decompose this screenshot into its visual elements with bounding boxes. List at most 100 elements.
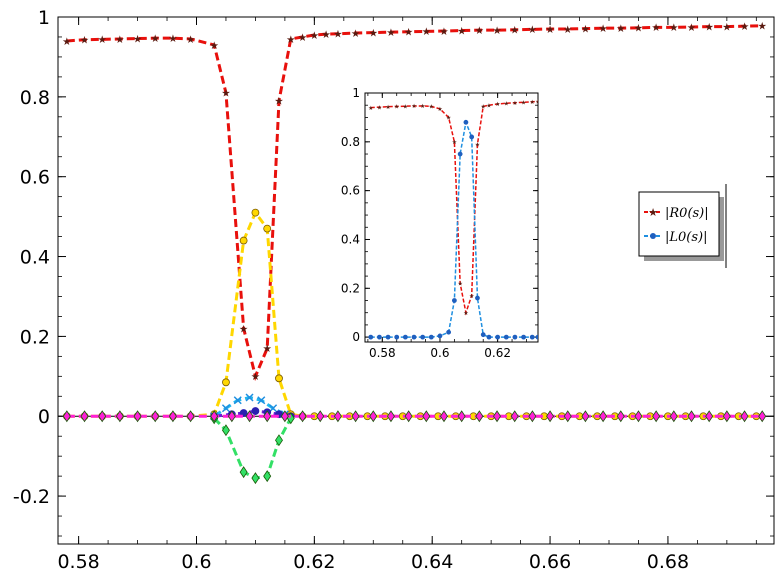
main-series-r0-point: ★ (80, 35, 89, 47)
inset-series-r0s-point: ★ (394, 104, 399, 111)
main-series-magenta-point (510, 410, 519, 423)
inset-ytick-label: 1 (352, 86, 360, 100)
inset-series-l0s-point (402, 334, 408, 340)
main-series-r0-point: ★ (274, 96, 283, 108)
main-series-r0-point: ★ (251, 371, 260, 383)
main-series-r0-point: ★ (758, 21, 767, 33)
main-series-cyan-point (233, 396, 242, 405)
main-series-r0-point: ★ (475, 25, 484, 37)
inset-series-l0s-point (437, 333, 443, 339)
inset-series-l0s-point (428, 334, 434, 340)
main-series-r0-point: ★ (457, 25, 466, 37)
inset-series-l0s-point (469, 134, 475, 140)
inset-series-l0s-point (521, 334, 526, 340)
main-series-cyan-point (245, 393, 254, 402)
main-series-r0-point: ★ (286, 34, 295, 46)
main-series-r0-point: ★ (151, 33, 160, 45)
main-series-r0-point: ★ (651, 22, 660, 34)
main-series-purple-point (251, 407, 260, 415)
inset-series-r0s-point: ★ (535, 99, 540, 106)
inset-series-l0s-point (368, 334, 374, 340)
inset-series-l0s-point (446, 329, 452, 335)
main-ytick-label: 1 (38, 7, 50, 29)
main-series-yellow-point (251, 208, 260, 217)
main-ytick-label: 0.6 (20, 167, 50, 189)
main-series-green-point (251, 472, 260, 485)
inset-series-r0s-point: ★ (475, 141, 480, 148)
main-series-magenta-point (528, 410, 537, 423)
inset-series-l0s-point (420, 334, 426, 340)
main-series-magenta-point (705, 410, 714, 423)
inset-series-l0s-point (377, 334, 382, 340)
main-series-magenta-point (440, 410, 448, 423)
main-xtick-label: 0.62 (293, 551, 335, 573)
main-series-magenta-point (351, 410, 360, 423)
main-series-magenta-point (186, 410, 195, 423)
main-xtick-label: 0.66 (529, 551, 571, 573)
inset-ytick-label: 0.2 (341, 281, 360, 295)
main-series-magenta-point (669, 410, 678, 423)
main-series-r0-point: ★ (492, 25, 501, 37)
main-series-r0-point: ★ (704, 21, 713, 33)
main-series-magenta-point (133, 410, 142, 423)
inset-series-l0s-point (475, 295, 480, 301)
main-series-r0-point: ★ (422, 26, 431, 38)
inset-series-r0s-point: ★ (495, 101, 500, 108)
main-series-magenta-point (298, 410, 307, 423)
main-series-magenta-point (740, 410, 749, 423)
main-series-magenta-point (404, 410, 413, 423)
main-series-magenta-point (599, 410, 608, 423)
main-series-r0-point: ★ (62, 36, 71, 48)
main-series-r0-point: ★ (369, 27, 378, 39)
main-series-r0-point: ★ (598, 23, 607, 35)
inset-series-r0s-point: ★ (385, 104, 390, 111)
main-series-magenta-point (62, 410, 71, 423)
inset-series-r0s-point: ★ (481, 104, 486, 111)
inset-xtick-label: 0.6 (430, 346, 449, 360)
inset-series-l0s-point (486, 334, 492, 340)
main-series-yellow-point (275, 374, 283, 383)
inset-series-r0s-point: ★ (411, 103, 416, 110)
inset-ytick-label: 0 (352, 330, 360, 344)
main-series-magenta-point (333, 410, 342, 423)
inset-series-group: ★ ★ ★ ★ ★ ★ ★ ★ ★★★★★★★★ ★ ★ ★ ★ ★ ★ ★ (368, 99, 540, 340)
inset-series-l0s-point (394, 334, 400, 340)
inset-series-l0s-point (503, 334, 509, 340)
main-ytick-label: 0.8 (20, 87, 50, 109)
main-series-magenta-point (581, 410, 590, 423)
inset-series-l0s-point (535, 334, 538, 340)
main-series-r0-point: ★ (351, 28, 360, 40)
inset-xtick-label: 0.62 (484, 346, 511, 360)
inset-series-r0s-point: ★ (437, 106, 442, 113)
main-series-r0-point: ★ (528, 24, 537, 36)
main-series-magenta-point (563, 410, 572, 423)
main-series-r0-point: ★ (386, 27, 395, 39)
legend: ★ |R0(s)| |L0(s)| (638, 184, 727, 268)
main-series-magenta-point (210, 410, 219, 423)
main-series-group: ★ ★ ★ ★ ★ ★ ★ ★ ★★★★★★★ ★ ★ ★ ★ ★ ★ ★ ★ ★ ★ ★ ★ ★ ★ ★ ★ ★ ★ ★ ★ ★ ★ ★ ★ ★… (62, 21, 767, 485)
main-series-magenta-point (616, 410, 625, 423)
main-series-magenta-point (263, 410, 272, 423)
legend-label-l0: |L0(s)| (665, 230, 707, 245)
main-series-magenta-point (227, 410, 236, 423)
main-series-r0-point: ★ (581, 23, 590, 35)
inset-ytick-label: 0.8 (341, 135, 360, 149)
inset-series-r0s-line (370, 100, 538, 316)
main-xtick-label: 0.6 (181, 551, 211, 573)
main-series-r0-point: ★ (545, 24, 554, 36)
inset-series-r0s-point: ★ (368, 105, 373, 112)
main-series-cyan-point (257, 396, 266, 405)
main-xtick-label: 0.68 (647, 551, 689, 573)
legend-star-r0: ★ (648, 206, 658, 219)
inset-series-l0s-point (529, 334, 535, 340)
main-series-r0-point: ★ (310, 30, 319, 42)
main-series-cyan-point (221, 404, 230, 413)
main-series-r0-point: ★ (616, 23, 625, 35)
inset-series-r0s-point: ★ (504, 100, 509, 107)
main-series-magenta-point (245, 410, 254, 423)
main-series-magenta-point (687, 410, 696, 423)
main-series-yellow-point (222, 378, 230, 387)
main-series-magenta-point (422, 410, 431, 423)
